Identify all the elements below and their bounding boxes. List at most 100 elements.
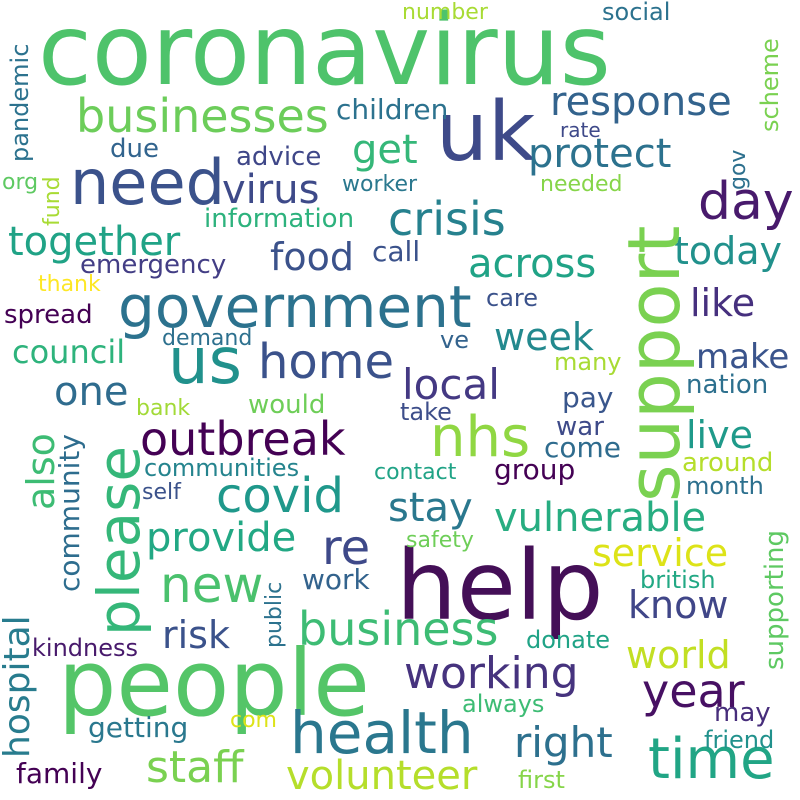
word-getting: getting [88,711,189,744]
word-may: may [714,698,771,728]
word-many: many [554,348,622,376]
word-hospital: hospital [0,615,38,758]
word-first: first [518,766,565,794]
word-nhs: nhs [430,405,531,470]
word-information: information [204,204,355,234]
word-need: need [70,146,225,219]
word-risk: risk [162,613,230,657]
word-response: response [550,79,732,125]
word-work: work [302,563,370,596]
word-us: us [168,325,242,399]
word-working: working [404,648,579,699]
word-year: year [642,664,745,718]
word-pay: pay [562,381,614,414]
word-please: please [85,445,153,636]
word-needed: needed [540,172,623,197]
word-people: people [58,630,370,737]
word-know: know [628,583,729,627]
word-world: world [626,633,731,677]
word-self: self [142,480,181,505]
word-council: council [12,333,126,371]
word-right: right [514,718,613,767]
word-month: month [686,472,764,500]
word-war: war [556,412,604,442]
word-number: number [402,0,488,25]
word-today: today [674,229,783,273]
word-emergency: emergency [80,250,227,280]
word-live: live [686,413,753,457]
word-would: would [248,390,326,420]
word-british: british [640,566,716,594]
word-kindness: kindness [32,634,138,662]
word-business: business [298,602,499,656]
word-care: care [486,284,539,312]
word-new: new [160,556,264,614]
word-covid: covid [216,468,344,524]
word-re: re [322,520,371,576]
word-worker: worker [342,172,418,197]
word-family: family [16,757,103,790]
word-rate: rate [560,118,601,142]
word-ve: ve [440,326,469,354]
word-contact: contact [374,460,457,485]
word-health: health [290,699,474,767]
word-supporting: supporting [760,529,790,670]
word-due: due [110,134,159,164]
word-across: across [468,241,597,287]
word-nation: nation [686,370,769,400]
word-com: com [230,708,277,733]
word-community: community [53,434,86,592]
word-pandemic: pandemic [6,43,34,162]
word-children: children [336,93,449,126]
word-come: come [544,431,622,464]
word-org: org [2,170,39,195]
word-outbreak: outbreak [140,412,346,466]
word-demand: demand [162,326,253,351]
word-gov: gov [726,149,751,190]
word-donate: donate [526,626,611,654]
word-always: always [462,690,545,718]
word-thank: thank [38,272,101,297]
word-service: service [592,531,729,575]
word-support: support [612,225,696,502]
word-social: social [602,0,671,26]
word-friend: friend [704,726,775,754]
word-together: together [8,219,181,265]
word-day: day [698,172,794,232]
word-provide: provide [146,515,297,561]
word-safety: safety [406,528,474,553]
word-spread: spread [4,300,93,330]
word-get: get [352,127,418,173]
word-virus: virus [222,167,320,213]
word-time: time [648,727,775,792]
word-bank: bank [136,396,191,421]
word-vulnerable: vulnerable [494,495,707,541]
word-government: government [118,273,472,341]
word-crisis: crisis [388,192,506,246]
word-take: take [400,398,452,426]
word-around: around [682,448,774,478]
word-like: like [690,281,756,325]
word-make: make [696,337,790,377]
word-communities: communities [144,454,300,482]
word-food: food [270,235,354,279]
word-fund: fund [40,176,65,226]
word-businesses: businesses [76,89,329,143]
word-one: one [54,369,129,415]
word-scheme: scheme [756,38,784,132]
word-group: group [494,453,576,486]
word-call: call [372,235,421,268]
word-public: public [262,581,287,648]
word-coronavirus: coronavirus [38,0,611,108]
word-staff: staff [146,742,244,793]
word-home: home [258,334,395,390]
word-advice: advice [236,142,322,172]
word-volunteer: volunteer [286,753,478,799]
word-uk: uk [436,85,536,180]
word-week: week [494,315,594,359]
word-local: local [402,360,500,409]
word-help: help [396,530,604,642]
word-stay: stay [388,485,473,531]
word-protect: protect [528,131,672,177]
